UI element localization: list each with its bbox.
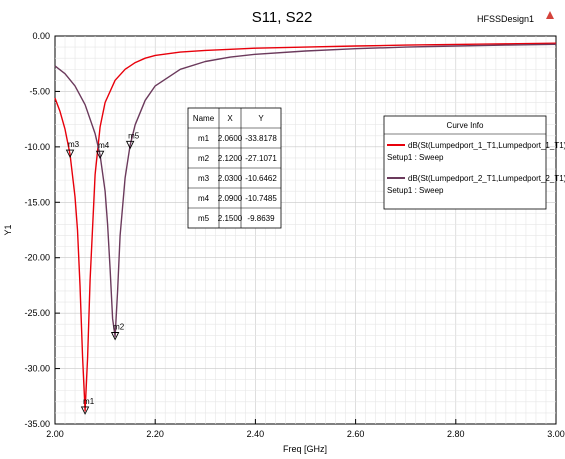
y-tick-label: -20.00 — [24, 253, 50, 263]
table-cell: -9.8639 — [247, 214, 275, 223]
table-cell: 2.0300 — [218, 174, 243, 183]
table-cell: m3 — [198, 174, 210, 183]
marker-label-m1: m1 — [83, 397, 95, 406]
marker-m3 — [65, 149, 75, 159]
y-tick-label: -35.00 — [24, 419, 50, 429]
y-tick-label: -10.00 — [24, 142, 50, 152]
table-cell: -10.7485 — [245, 194, 277, 203]
series-line-1 — [54, 42, 557, 412]
series-line-2 — [54, 43, 557, 338]
table-header-cell: Y — [258, 114, 264, 123]
table-cell: 2.0900 — [218, 194, 243, 203]
y-tick-label: -5.00 — [29, 86, 50, 96]
x-tick-label: 3.00 — [547, 429, 565, 439]
legend-title: Curve Info — [447, 121, 484, 130]
table-cell: m4 — [198, 194, 210, 203]
y-tick-label: -15.00 — [24, 197, 50, 207]
marker-label-m4: m4 — [98, 141, 110, 150]
y-tick-label: -25.00 — [24, 308, 50, 318]
marker-m2 — [110, 332, 120, 341]
table-cell: m2 — [198, 154, 210, 163]
y-tick-label: -30.00 — [24, 364, 50, 374]
marker-label-m2: m2 — [113, 323, 125, 332]
table-header-cell: X — [227, 114, 233, 123]
table-cell: -10.6462 — [245, 174, 277, 183]
table-cell: -33.8178 — [245, 134, 277, 143]
table-cell: 2.0600 — [218, 134, 243, 143]
legend-series-setup: Setup1 : Sweep — [387, 153, 444, 162]
table-header-cell: Name — [193, 114, 215, 123]
legend-series-name: dB(St(Lumpedport_1_T1,Lumpedport_1_T1)) — [408, 141, 565, 150]
chart-title: S11, S22 — [252, 9, 313, 26]
design-name: HFSSDesign1 — [477, 14, 534, 24]
x-tick-label: 2.60 — [347, 429, 365, 439]
marker-m5 — [125, 140, 135, 150]
table-cell: -27.1071 — [245, 154, 277, 163]
x-tick-label: 2.00 — [46, 429, 64, 439]
x-tick-label: 2.80 — [447, 429, 465, 439]
table-cell: 2.1500 — [218, 214, 243, 223]
table-cell: 2.1200 — [218, 154, 243, 163]
ansys-logo-icon — [546, 11, 554, 19]
table-cell: m1 — [198, 134, 210, 143]
marker-m1 — [80, 406, 90, 415]
marker-label-m3: m3 — [68, 140, 80, 149]
y-tick-label: 0.00 — [32, 31, 50, 41]
x-axis-label: Freq [GHz] — [283, 444, 327, 454]
x-tick-label: 2.40 — [247, 429, 265, 439]
legend-series-name: dB(St(Lumpedport_2_T1,Lumpedport_2_T1)) — [408, 174, 565, 183]
y-axis-label: Y1 — [3, 224, 13, 235]
legend-series-setup: Setup1 : Sweep — [387, 186, 444, 195]
legend-box — [383, 115, 547, 210]
x-tick-label: 2.20 — [146, 429, 164, 439]
marker-m4 — [95, 150, 105, 160]
marker-label-m5: m5 — [128, 131, 140, 140]
table-cell: m5 — [198, 214, 210, 223]
